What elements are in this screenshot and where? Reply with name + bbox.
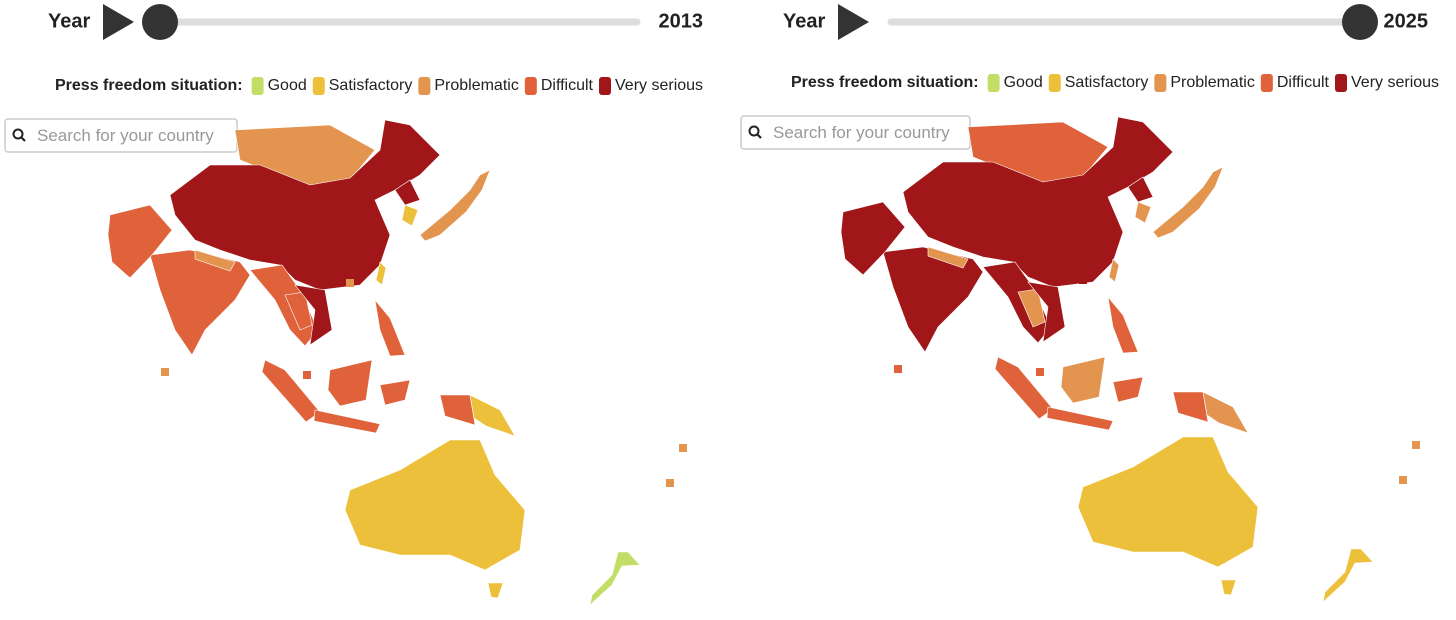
island[interactable] <box>679 444 687 452</box>
legend-label: Good <box>1004 74 1043 91</box>
island[interactable] <box>346 279 354 287</box>
country[interactable] <box>1322 548 1374 603</box>
country[interactable] <box>375 261 387 286</box>
legend-label: Difficult <box>541 77 594 94</box>
legend-swatch <box>418 77 431 95</box>
legend-swatch <box>1335 74 1347 92</box>
legend-title: Press freedom situation: <box>55 77 243 94</box>
country[interactable] <box>107 204 173 279</box>
legend-label: Good <box>268 77 307 94</box>
legend-label: Problematic <box>434 77 518 94</box>
legend-label: Very serious <box>1351 74 1439 91</box>
year-label: Year <box>783 10 825 32</box>
country[interactable] <box>1202 391 1249 434</box>
legend-swatch <box>599 77 611 95</box>
country[interactable] <box>902 116 1174 288</box>
slider-knob[interactable] <box>142 4 178 40</box>
search-placeholder: Search for your country <box>37 126 214 145</box>
legend-title: Press freedom situation: <box>791 74 979 91</box>
search-icon-handle <box>20 136 26 142</box>
year-value: 2025 <box>1384 10 1429 32</box>
country[interactable] <box>1172 391 1209 423</box>
country[interactable] <box>1152 166 1224 239</box>
island[interactable] <box>1412 441 1420 449</box>
country[interactable] <box>327 359 373 407</box>
island[interactable] <box>894 365 902 373</box>
country[interactable] <box>994 356 1054 420</box>
island[interactable] <box>1399 476 1407 484</box>
legend-swatch <box>1048 74 1061 92</box>
country[interactable] <box>169 119 441 291</box>
country[interactable] <box>1017 288 1046 328</box>
country[interactable] <box>1046 406 1114 431</box>
country[interactable] <box>1027 281 1066 343</box>
country[interactable] <box>149 249 251 356</box>
island[interactable] <box>161 368 169 376</box>
country[interactable] <box>1127 176 1154 203</box>
country[interactable] <box>401 204 419 227</box>
legend-label: Difficult <box>1277 74 1330 91</box>
legend-label: Satisfactory <box>1065 74 1149 91</box>
country[interactable] <box>882 246 984 353</box>
country[interactable] <box>927 246 969 269</box>
panel: Year 2013 Press freedom situation: Good Sati… <box>4 4 704 606</box>
country[interactable] <box>374 298 406 357</box>
legend-swatch <box>987 74 1000 92</box>
country[interactable] <box>394 179 421 206</box>
country[interactable] <box>487 582 504 599</box>
year-label: Year <box>48 10 90 32</box>
legend-swatch <box>251 77 264 95</box>
country[interactable] <box>194 249 236 272</box>
panel: Year 2025 Press freedom situation: Good Sati… <box>740 4 1439 603</box>
year-value: 2013 <box>659 10 704 32</box>
map <box>840 116 1420 603</box>
island[interactable] <box>303 371 311 379</box>
play-button[interactable] <box>838 4 869 40</box>
country[interactable] <box>1112 376 1144 403</box>
legend-swatch <box>312 77 325 95</box>
search-icon-handle <box>756 133 762 139</box>
country[interactable] <box>261 359 321 423</box>
legend-swatch <box>524 77 537 95</box>
search-icon <box>748 125 760 137</box>
country[interactable] <box>284 291 313 331</box>
country[interactable] <box>379 379 411 406</box>
country[interactable] <box>1107 295 1139 354</box>
island[interactable] <box>1036 368 1044 376</box>
island[interactable] <box>666 479 674 487</box>
map <box>107 119 687 606</box>
legend-swatch <box>1260 74 1273 92</box>
search-placeholder: Search for your country <box>773 123 950 142</box>
country[interactable] <box>313 409 381 434</box>
search-icon <box>12 128 24 140</box>
legend-label: Satisfactory <box>329 77 413 94</box>
country[interactable] <box>840 201 906 276</box>
country[interactable] <box>469 394 516 437</box>
country[interactable] <box>439 394 476 426</box>
island[interactable] <box>1079 276 1087 284</box>
country[interactable] <box>1108 258 1120 283</box>
country[interactable] <box>344 439 526 571</box>
legend-label: Problematic <box>1170 74 1254 91</box>
play-button[interactable] <box>103 4 134 40</box>
country[interactable] <box>419 169 491 242</box>
country[interactable] <box>1060 356 1106 404</box>
legend-label: Very serious <box>615 77 703 94</box>
legend-swatch <box>1154 74 1167 92</box>
country[interactable] <box>1134 201 1152 224</box>
country[interactable] <box>1077 436 1259 568</box>
country[interactable] <box>1220 579 1237 596</box>
country[interactable] <box>294 284 333 346</box>
country[interactable] <box>589 551 641 606</box>
slider-knob[interactable] <box>1342 4 1378 40</box>
